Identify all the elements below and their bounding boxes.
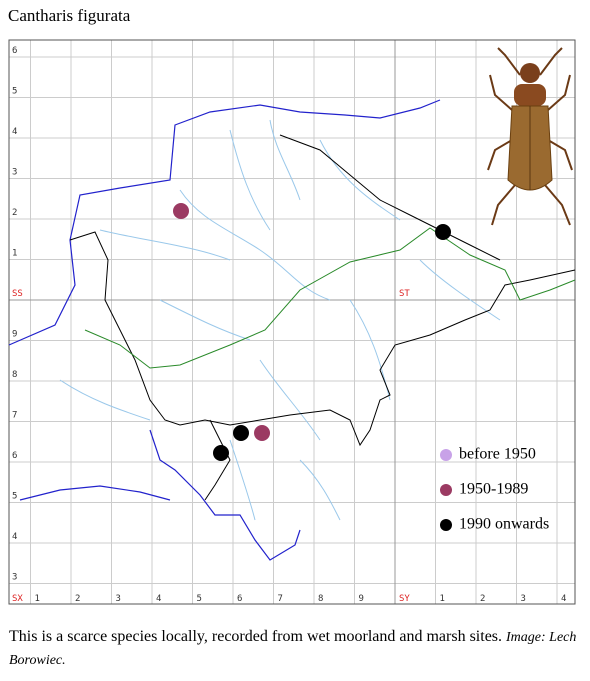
row-label: 1 xyxy=(12,249,17,259)
record-dot xyxy=(435,224,451,240)
row-label: 5 xyxy=(12,492,17,502)
legend-swatch xyxy=(440,519,452,531)
map: 6 5 4 3 2 1 SS 9 8 7 6 5 4 3 SX 1 2 3 4 5 6 7 8 9 SY 1 2 3 4 ST befor… xyxy=(8,39,576,605)
record-dot xyxy=(254,425,270,441)
column-label: SX xyxy=(12,594,23,604)
row-label: 3 xyxy=(12,168,17,178)
column-label: 1 xyxy=(35,594,40,604)
beetle-image xyxy=(487,47,573,226)
column-label: SY xyxy=(399,594,410,604)
column-label: 2 xyxy=(75,594,80,604)
records xyxy=(173,203,451,461)
column-label: 8 xyxy=(318,594,323,604)
national-park-boundary xyxy=(84,227,576,369)
row-label: 3 xyxy=(12,573,17,583)
column-label: 2 xyxy=(480,594,485,604)
title: Cantharis figurata xyxy=(8,6,131,25)
row-label: 7 xyxy=(12,411,17,421)
caption: This is a scarce species locally, record… xyxy=(9,626,579,672)
column-label: 4 xyxy=(156,594,161,604)
row-label: 5 xyxy=(12,87,17,97)
legend-label: before 1950 xyxy=(459,446,536,463)
square-label: ST xyxy=(399,289,410,299)
column-label: 5 xyxy=(197,594,202,604)
legend-swatch xyxy=(440,484,452,496)
legend-label: 1950-1989 xyxy=(459,481,528,498)
row-label: SS xyxy=(12,289,23,299)
row-label: 4 xyxy=(12,532,17,542)
county-border xyxy=(69,134,576,501)
caption-text: This is a scarce species locally, record… xyxy=(9,628,503,645)
map-frame xyxy=(8,39,576,605)
record-dot xyxy=(173,203,189,219)
record-dot xyxy=(213,445,229,461)
image-credit: Image: Lech Borowiec. xyxy=(9,630,577,668)
legend-swatch xyxy=(440,449,452,461)
column-label: 3 xyxy=(116,594,121,604)
row-label: 2 xyxy=(12,208,17,218)
row-label: 4 xyxy=(12,127,17,137)
column-label: 3 xyxy=(521,594,526,604)
record-dot xyxy=(233,425,249,441)
row-label: 9 xyxy=(12,330,17,340)
column-label: 1 xyxy=(440,594,445,604)
coastline xyxy=(8,99,441,561)
column-label: 4 xyxy=(561,594,566,604)
column-label: 9 xyxy=(359,594,364,604)
rivers xyxy=(59,119,501,521)
legend: before 1950 1950-1989 1990 onwards xyxy=(440,446,549,533)
column-label: 7 xyxy=(278,594,283,604)
row-label: 6 xyxy=(12,46,17,56)
row-label: 6 xyxy=(12,451,17,461)
row-label: 8 xyxy=(12,370,17,380)
legend-label: 1990 onwards xyxy=(459,516,549,533)
column-label: 6 xyxy=(237,594,242,604)
